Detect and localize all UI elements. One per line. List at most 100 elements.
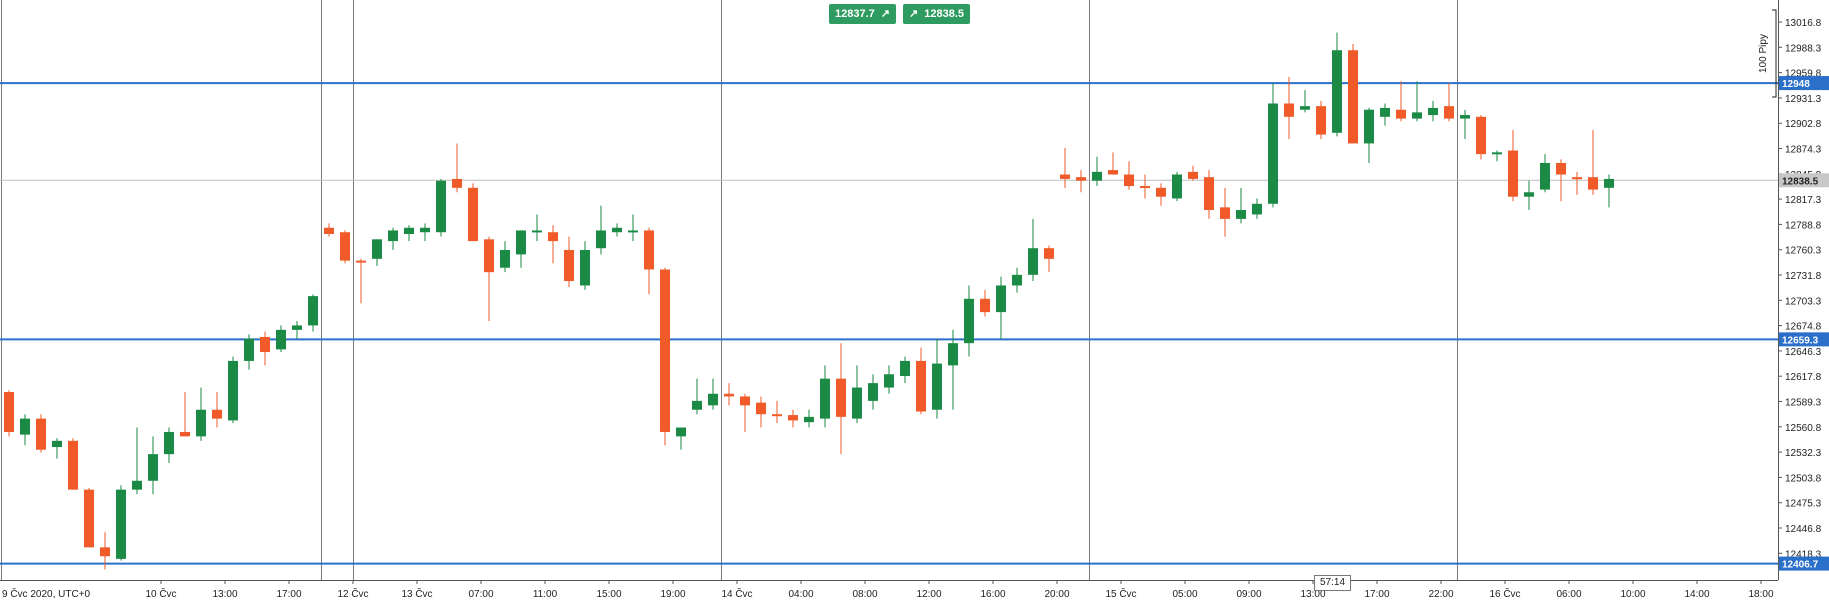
candle-bull[interactable] <box>52 438 62 459</box>
candle-bear[interactable] <box>68 438 78 490</box>
candle-bull[interactable] <box>516 230 526 268</box>
candle-bear[interactable] <box>980 289 990 317</box>
candle-bull[interactable] <box>964 285 974 357</box>
candle-bear[interactable] <box>564 236 574 288</box>
candle-bull[interactable] <box>708 378 718 410</box>
candle-bear[interactable] <box>1396 81 1406 122</box>
candle-bull[interactable] <box>1172 171 1182 202</box>
candle-bear[interactable] <box>1588 130 1598 195</box>
candle-bull[interactable] <box>676 427 686 450</box>
candle-bear[interactable] <box>1076 170 1086 193</box>
candle-bull[interactable] <box>820 365 830 428</box>
candle-bull[interactable] <box>1364 107 1374 163</box>
candle-bear[interactable] <box>548 225 558 264</box>
candle-bull[interactable] <box>1332 32 1342 137</box>
candle-bear[interactable] <box>1124 161 1134 190</box>
candle-bull[interactable] <box>1268 83 1278 208</box>
candle-bear[interactable] <box>1060 147 1070 188</box>
candle-bull[interactable] <box>164 427 174 464</box>
candle-bull[interactable] <box>804 409 814 428</box>
candle-bear[interactable] <box>260 331 270 366</box>
candle-bear[interactable] <box>340 230 350 264</box>
candle-bull[interactable] <box>292 320 302 339</box>
candle-bull[interactable] <box>228 356 238 424</box>
candle-bear[interactable] <box>468 183 478 242</box>
candle-bear[interactable] <box>740 393 750 432</box>
candle-bull[interactable] <box>1428 100 1438 122</box>
candle-bear[interactable] <box>36 414 46 453</box>
candle-bull[interactable] <box>580 241 590 290</box>
candle-bull[interactable] <box>532 214 542 242</box>
candle-bull[interactable] <box>308 294 318 332</box>
candle-bear[interactable] <box>356 258 366 304</box>
candle-bull[interactable] <box>244 334 254 370</box>
candle-bear[interactable] <box>788 409 798 428</box>
candle-bull[interactable] <box>900 356 910 384</box>
candle-bull[interactable] <box>1252 198 1262 219</box>
candle-bull[interactable] <box>612 223 622 237</box>
candle-bear[interactable] <box>1316 100 1326 140</box>
candle-bull[interactable] <box>1412 81 1422 122</box>
candle-bull[interactable] <box>20 414 30 446</box>
candle-bull[interactable] <box>1524 180 1534 211</box>
candle-bear[interactable] <box>660 267 670 446</box>
candle-bear[interactable] <box>180 392 190 437</box>
candle-bull[interactable] <box>596 205 606 255</box>
candle-bear[interactable] <box>772 400 782 424</box>
candle-bull[interactable] <box>692 378 702 415</box>
candle-bull[interactable] <box>1300 90 1310 113</box>
candle-bull[interactable] <box>1460 109 1470 140</box>
candle-bear[interactable] <box>1444 83 1454 122</box>
candle-bull[interactable] <box>436 178 446 237</box>
candle-bear[interactable] <box>1348 44 1358 144</box>
candle-bear[interactable] <box>1156 183 1166 206</box>
candle-bear[interactable] <box>1284 76 1294 140</box>
candle-bear[interactable] <box>916 347 926 415</box>
candle-bear[interactable] <box>724 383 734 406</box>
candle-bear[interactable] <box>100 532 110 570</box>
candle-bull[interactable] <box>1236 187 1246 224</box>
bid-price-box[interactable]: 12837.7 ↗ <box>829 4 896 24</box>
candle-bull[interactable] <box>1028 218 1038 282</box>
candle-bear[interactable] <box>1188 165 1198 181</box>
candle-bull[interactable] <box>148 436 158 495</box>
candle-bull[interactable] <box>852 365 862 424</box>
candle-bull[interactable] <box>276 325 286 353</box>
candle-bull[interactable] <box>948 329 958 410</box>
candle-bear[interactable] <box>1508 130 1518 202</box>
candle-bear[interactable] <box>644 227 654 295</box>
candle-bear[interactable] <box>484 236 494 321</box>
candle-bull[interactable] <box>132 427 142 495</box>
candle-bull[interactable] <box>1092 156 1102 187</box>
candle-bull[interactable] <box>116 485 126 561</box>
candle-bear[interactable] <box>212 392 222 428</box>
candle-bull[interactable] <box>1012 267 1022 293</box>
candle-bull[interactable] <box>1540 154 1550 193</box>
candle-bull[interactable] <box>372 239 382 266</box>
candle-bear[interactable] <box>1140 174 1150 199</box>
candle-bear[interactable] <box>1044 245 1054 273</box>
candle-bull[interactable] <box>500 241 510 273</box>
candle-bull[interactable] <box>420 223 430 242</box>
candle-bear[interactable] <box>1204 170 1214 219</box>
candle-bull[interactable] <box>388 227 398 250</box>
candle-bull[interactable] <box>404 225 414 242</box>
candle-bear[interactable] <box>324 223 334 237</box>
candle-bull[interactable] <box>932 338 942 419</box>
candle-bear[interactable] <box>1108 152 1118 175</box>
candle-bull[interactable] <box>1380 103 1390 126</box>
candle-bear[interactable] <box>452 143 462 193</box>
candle-bull[interactable] <box>1604 174 1614 208</box>
candle-bull[interactable] <box>628 214 638 242</box>
candle-bear[interactable] <box>756 396 766 428</box>
candle-bear[interactable] <box>836 343 846 455</box>
candle-bull[interactable] <box>868 374 878 410</box>
candle-bear[interactable] <box>1476 115 1486 160</box>
candle-bear[interactable] <box>1556 159 1566 202</box>
candle-bear[interactable] <box>84 487 94 548</box>
candle-bear[interactable] <box>4 390 14 437</box>
candle-bear[interactable] <box>1572 171 1582 195</box>
candle-bear[interactable] <box>1220 187 1230 237</box>
